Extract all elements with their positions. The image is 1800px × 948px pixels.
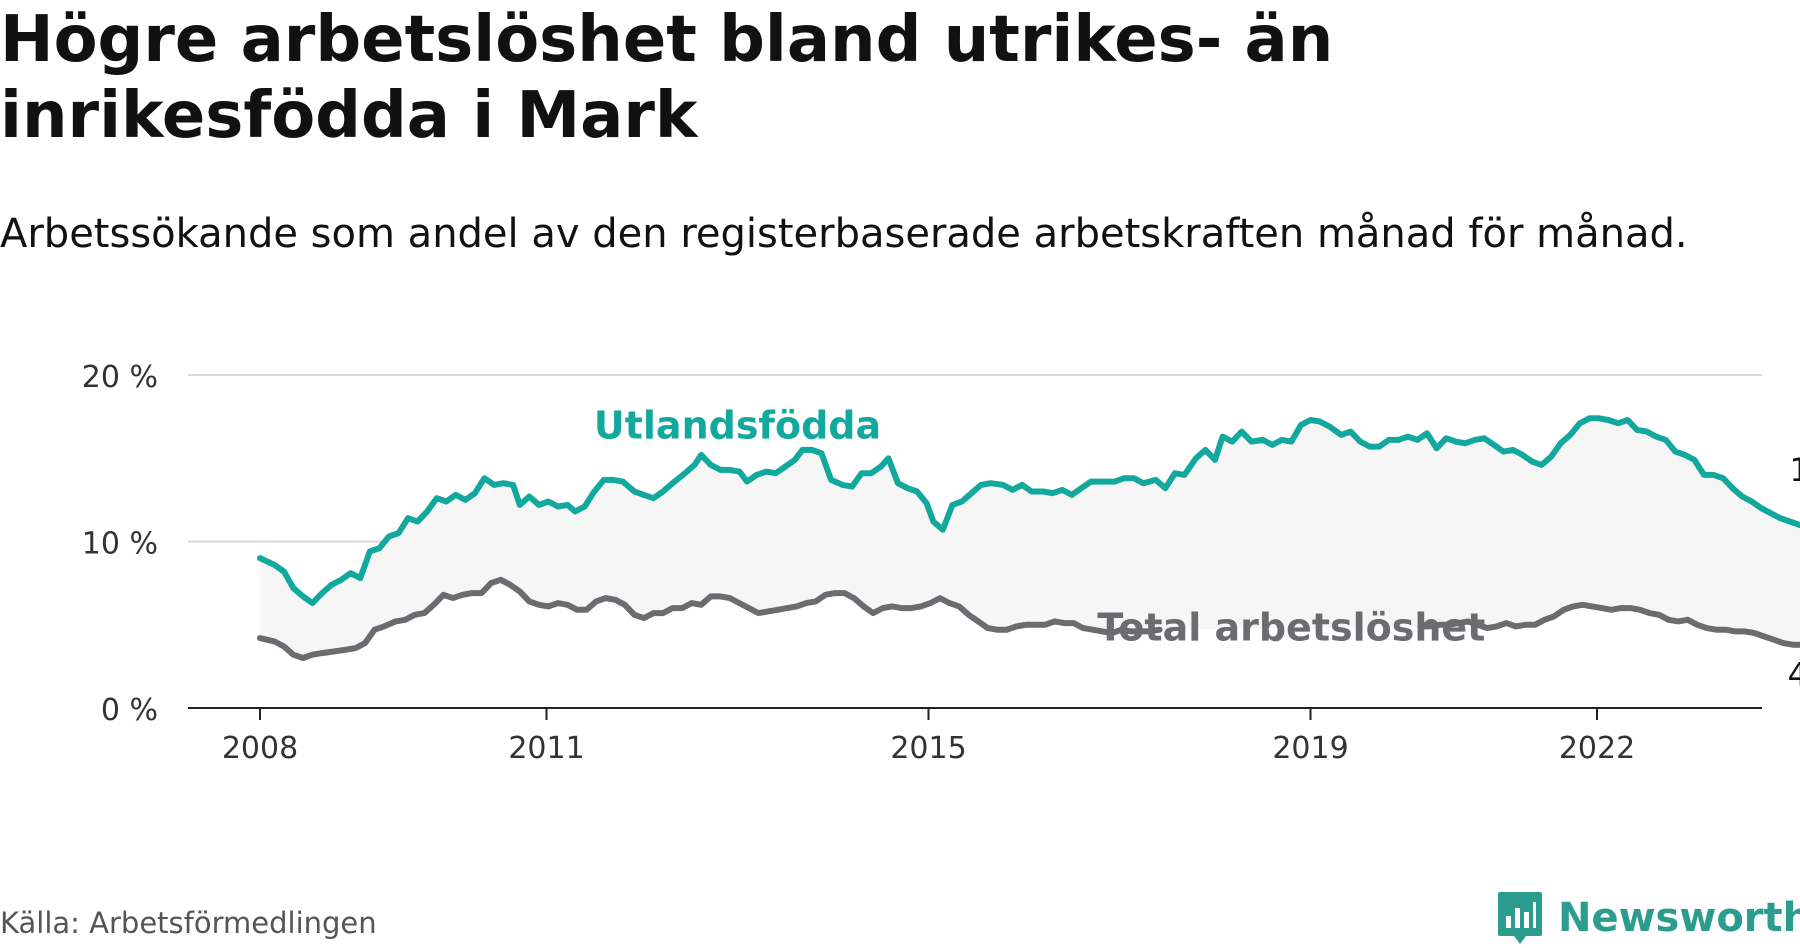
y-tick-label-10: 10 % [82,527,158,562]
series-line-total [257,576,1163,661]
brand-logo[interactable]: Newsworthy [1496,888,1800,948]
y-tick-label-0: 0 % [101,693,158,728]
end-label-total: 4,1 % [1788,656,1800,694]
chart-title: Högre arbetslöshet bland utrikes- än inr… [0,3,1334,153]
series-label-halo-utlandsfodda: Utlandsfödda [594,403,881,447]
x-tick-label-2011: 2011 [508,731,584,766]
series-line-total-continued [1417,601,1800,648]
series-line-utlandsfodda [257,415,1800,607]
x-tick-label-2022: 2022 [1559,731,1635,766]
x-tick-label-2019: 2019 [1272,731,1348,766]
source-note: Källa: Arbetsförmedlingen [0,906,377,940]
area-between-series [260,418,1800,659]
newsworthy-logo-icon [1498,892,1542,944]
x-tick-label-2008: 2008 [222,731,298,766]
brand-name: Newsworthy [1558,895,1800,941]
series-label-total: Total arbetslöshet [1097,606,1485,650]
chart-subtitle: Arbetssökande som andel av den registerb… [0,211,1688,257]
x-tick-label-2015: 2015 [890,731,966,766]
series-label-utlandsfodda: Utlandsfödda [594,403,881,447]
y-tick-label-20: 20 % [82,360,158,395]
end-label-utlandsfodda: 12,2 % [1789,451,1800,489]
